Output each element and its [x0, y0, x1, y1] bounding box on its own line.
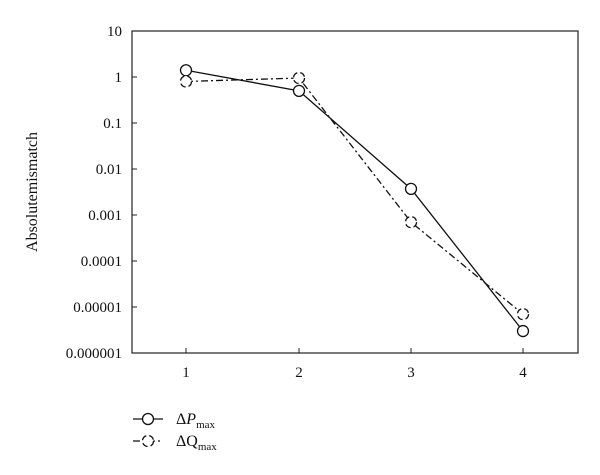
series-1-point [404, 182, 418, 196]
legend-label-1: ΔPmax [176, 411, 216, 431]
series-line-1 [185, 69, 524, 332]
legend-marker-2 [141, 434, 155, 448]
y-tick-label: 0.00001 [73, 300, 122, 316]
y-tick-label: 0.000001 [66, 346, 122, 362]
series-layer [179, 64, 530, 338]
x-axis: 1 2 3 4 [182, 348, 527, 381]
series-1-point [516, 324, 530, 338]
series-1-point [292, 84, 306, 97]
series-2-point [404, 215, 418, 229]
legend-marker-1 [141, 412, 155, 426]
y-tick-label: 0.01 [96, 162, 122, 178]
y-tick-label: 10 [107, 24, 122, 40]
legend-label-2: ΔQmax [176, 433, 217, 453]
y-tick-label: 0.0001 [81, 254, 122, 270]
y-tick-label: 0.001 [88, 208, 122, 224]
series-2-point [179, 75, 193, 88]
x-tick-label: 4 [519, 365, 527, 381]
series-2-point [516, 307, 530, 321]
series-line-2 [185, 77, 524, 315]
series-2-point [292, 71, 306, 85]
series-1-point [179, 64, 193, 77]
x-tick-label: 3 [407, 365, 415, 381]
x-tick-label: 2 [295, 365, 303, 381]
plot-area-frame [131, 30, 579, 354]
y-tick-label: 1 [115, 70, 123, 86]
y-axis-label: Absolutemismatch [24, 132, 41, 252]
y-tick-label: 0.1 [103, 116, 122, 132]
x-tick-label: 1 [182, 365, 190, 381]
y-axis: 10 1 0.1 0.01 0.001 0.0001 0.00001 0.000001 [66, 24, 137, 362]
